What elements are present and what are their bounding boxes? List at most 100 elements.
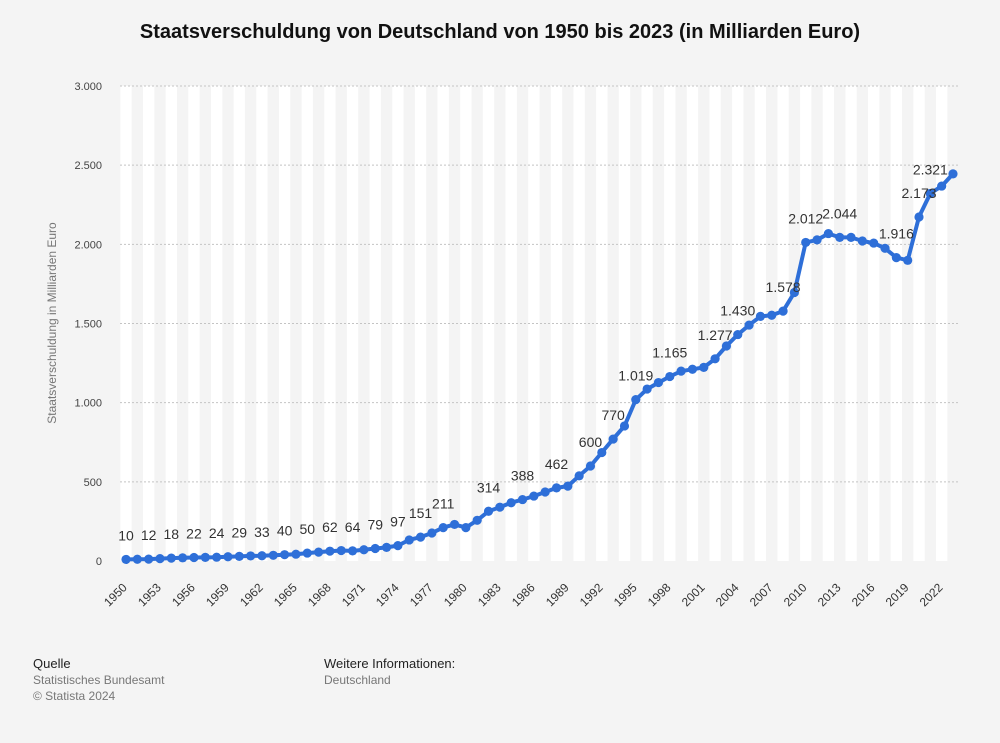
data-point <box>574 471 584 481</box>
x-tick-label: 1965 <box>271 580 300 609</box>
x-tick-label: 1977 <box>407 580 436 609</box>
background-band <box>437 86 449 561</box>
data-point <box>540 487 550 497</box>
data-point <box>710 354 720 364</box>
data-point <box>744 320 754 330</box>
data-point <box>359 545 369 555</box>
data-point <box>506 498 516 508</box>
x-tick-label: 2004 <box>713 580 742 609</box>
x-tick-label: 1974 <box>373 580 402 609</box>
data-point <box>619 421 630 431</box>
info-line: Deutschland <box>324 673 391 687</box>
data-point <box>347 546 358 556</box>
copyright-line: © Statista 2024 <box>33 689 116 703</box>
data-label: 29 <box>231 524 247 540</box>
data-label: 2.321 <box>913 162 948 178</box>
data-point <box>835 232 845 242</box>
data-point <box>132 554 142 564</box>
data-label: 40 <box>277 523 293 539</box>
y-tick-label: 0 <box>96 556 102 568</box>
data-label: 1.430 <box>720 303 755 319</box>
data-point <box>449 519 460 530</box>
data-point <box>563 481 573 491</box>
data-label: 12 <box>141 527 157 543</box>
data-label: 1.165 <box>652 345 687 361</box>
data-point <box>812 235 822 245</box>
background-band <box>709 86 721 561</box>
data-point <box>687 364 698 374</box>
data-points <box>121 169 958 565</box>
data-point <box>937 181 947 191</box>
data-point <box>517 494 528 505</box>
data-label: 50 <box>299 521 315 537</box>
x-axis-ticks: 1950 1953 1956 1959 1962 1965 1968 1971 1974 1977… <box>101 580 946 609</box>
data-point <box>291 549 301 559</box>
data-point <box>857 236 867 246</box>
data-point <box>336 545 346 556</box>
x-tick-label: 1986 <box>509 580 538 609</box>
data-label: 22 <box>186 526 202 542</box>
data-label: 151 <box>409 505 433 521</box>
x-tick-label: 1956 <box>169 580 198 609</box>
data-point <box>529 491 539 501</box>
y-tick-label: 3.000 <box>74 81 102 93</box>
data-label: 18 <box>164 526 180 542</box>
data-label: 388 <box>511 468 535 484</box>
x-tick-label: 2001 <box>679 580 708 609</box>
background-band <box>165 86 177 561</box>
data-point <box>200 552 210 562</box>
data-label: 770 <box>601 407 625 423</box>
y-tick-label: 1.000 <box>74 398 102 410</box>
info-block: Weitere Informationen: Deutschland <box>324 656 455 688</box>
data-label: 211 <box>432 496 455 512</box>
data-point <box>438 522 448 533</box>
data-point <box>178 553 188 563</box>
data-point <box>280 550 290 560</box>
x-tick-label: 1971 <box>339 580 368 609</box>
data-point <box>653 377 664 388</box>
data-point <box>699 362 709 372</box>
data-point <box>246 551 256 561</box>
data-point <box>427 528 437 538</box>
data-point <box>166 553 176 563</box>
data-label: 97 <box>390 514 406 530</box>
data-point <box>721 341 732 351</box>
background-band <box>913 86 925 561</box>
info-heading: Weitere Informationen: <box>324 656 456 671</box>
data-point <box>846 232 856 242</box>
data-label: 62 <box>322 519 338 535</box>
data-point <box>869 238 879 248</box>
data-label: 462 <box>545 456 569 472</box>
data-point <box>495 502 505 512</box>
background-band <box>233 86 245 561</box>
data-point <box>189 552 199 563</box>
data-point <box>144 554 154 564</box>
data-point <box>415 532 426 542</box>
data-point <box>608 434 618 444</box>
data-point <box>325 546 335 556</box>
data-point <box>925 188 935 199</box>
background-band <box>573 86 585 561</box>
x-tick-label: 1983 <box>475 580 504 609</box>
background-band <box>369 86 381 561</box>
data-point <box>733 329 743 340</box>
data-point <box>823 228 833 239</box>
data-point <box>676 366 686 376</box>
data-point <box>665 371 675 382</box>
data-label: 64 <box>345 519 361 535</box>
x-tick-label: 1968 <box>305 580 334 609</box>
data-point <box>121 554 131 565</box>
data-point <box>404 535 414 545</box>
x-tick-label: 1980 <box>441 580 470 609</box>
data-label: 10 <box>118 527 134 543</box>
y-axis-ticks: 0 500 1.000 1.500 2.000 2.500 3.000 <box>74 81 102 568</box>
data-point <box>381 542 392 552</box>
data-point <box>370 543 380 554</box>
data-label: 2.044 <box>822 205 857 221</box>
data-label: 79 <box>367 516 383 532</box>
x-tick-label: 2019 <box>883 580 912 609</box>
x-tick-label: 2022 <box>917 580 946 609</box>
data-point <box>483 506 494 516</box>
